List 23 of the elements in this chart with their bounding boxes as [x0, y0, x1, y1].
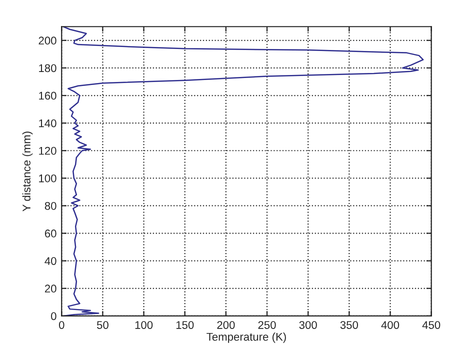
- x-tick-label: 100: [135, 321, 153, 329]
- x-tick-label: 400: [381, 321, 400, 329]
- x-tick-label: 200: [217, 321, 235, 329]
- y-tick-label: 60: [44, 230, 56, 238]
- y-tick-label: 80: [44, 202, 56, 210]
- y-tick-label: 140: [39, 119, 56, 128]
- y-tick-label: 0: [51, 312, 56, 320]
- x-tick-label: 450: [422, 321, 440, 329]
- x-tick-label: 300: [299, 321, 317, 329]
- x-tick-label: 250: [258, 321, 276, 329]
- x-tick-label: 50: [96, 321, 108, 329]
- y-tick-label: 160: [39, 92, 56, 100]
- y-tick-label: 200: [38, 36, 56, 45]
- x-axis-title: Temperature (K): [206, 332, 286, 343]
- y-tick-label: 100: [39, 174, 56, 182]
- x-tick-label: 350: [340, 321, 358, 329]
- y-tick-label: 20: [44, 284, 56, 293]
- y-tick-label: 120: [39, 146, 56, 155]
- x-tick-label: 150: [176, 321, 194, 329]
- x-tick-label: 0: [58, 321, 64, 329]
- y-tick-label: 180: [39, 64, 56, 72]
- y-tick-label: 40: [44, 257, 56, 265]
- y-axis-title: Y distance (mm): [22, 132, 33, 212]
